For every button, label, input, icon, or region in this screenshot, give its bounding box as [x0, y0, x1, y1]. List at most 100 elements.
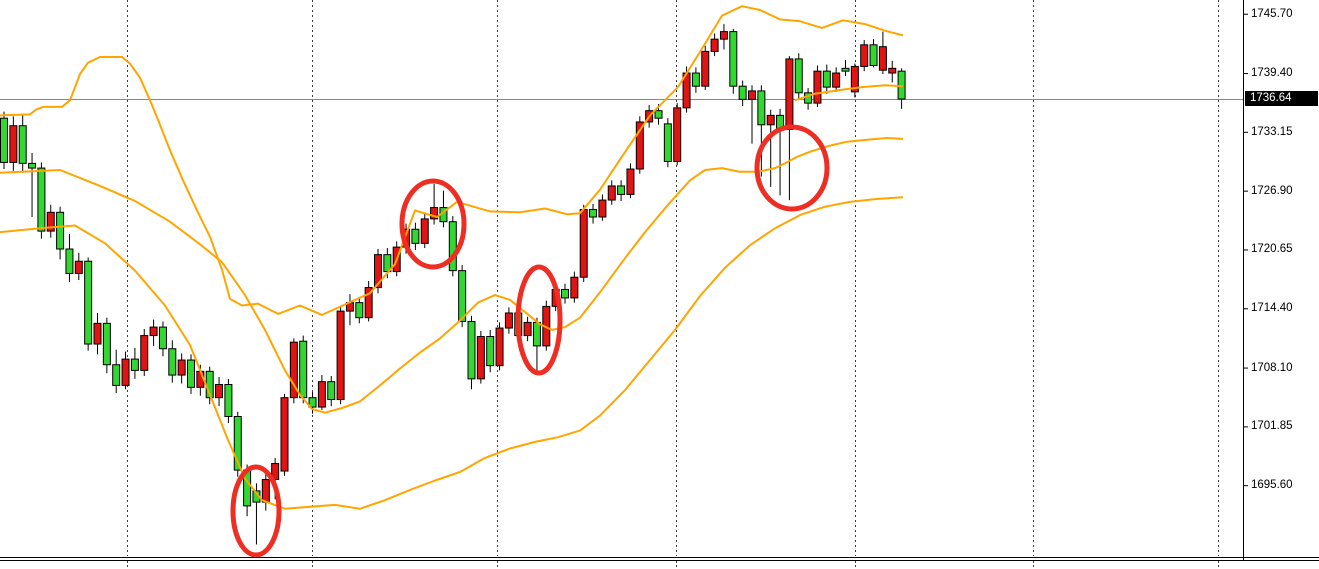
bear-candle: [561, 288, 569, 299]
bear-candle: [589, 208, 598, 218]
bear-candle: [187, 359, 195, 388]
bull-candle: [280, 397, 289, 472]
bull-candle: [364, 287, 373, 319]
bear-candle: [65, 248, 74, 274]
price-axis-label: 1745.70: [1251, 7, 1293, 20]
bollinger-middle-band: [0, 137, 904, 414]
candles-layer: [0, 24, 906, 545]
bollinger-upper-band: [0, 5, 904, 316]
price-axis-label: 1708.10: [1251, 361, 1293, 374]
bear-candle: [486, 336, 495, 367]
bear-candle: [56, 211, 65, 250]
bear-candle: [458, 270, 467, 322]
price-axis-label: 1714.40: [1251, 302, 1293, 315]
bull-candle: [336, 310, 345, 401]
bollinger-inner-upper-band: [794, 84, 904, 102]
bull-candle: [850, 65, 859, 93]
bear-candle: [654, 110, 663, 119]
bull-candle: [626, 168, 635, 195]
bear-candle: [18, 125, 27, 164]
bull-candle: [215, 383, 224, 399]
highlight-circle: [515, 264, 563, 376]
bear-candle: [729, 31, 738, 87]
bull-candle: [9, 125, 18, 163]
bear-candle: [467, 320, 476, 380]
highlight-circle: [754, 124, 830, 212]
bear-candle: [448, 221, 457, 272]
price-axis-label: 1720.65: [1251, 243, 1293, 256]
bull-candle: [888, 67, 897, 74]
bear-candle: [112, 364, 121, 386]
bull-candle: [719, 31, 728, 40]
price-axis-label: 1701.85: [1251, 420, 1293, 433]
bear-candle: [308, 397, 317, 408]
bear-candle: [663, 123, 672, 162]
bear-candle: [158, 326, 167, 350]
bull-candle: [140, 335, 149, 371]
bull-candle: [289, 341, 298, 399]
price-axis-label: 1733.15: [1251, 125, 1293, 138]
bull-candle: [878, 46, 887, 71]
bull-candle: [317, 381, 326, 408]
highlight-circle: [399, 178, 467, 270]
bull-candle: [149, 326, 158, 337]
bear-candle: [84, 260, 93, 345]
bull-candle: [261, 479, 270, 503]
price-axis-label: 1739.40: [1251, 67, 1293, 80]
bear-candle: [102, 322, 111, 366]
bull-candle: [495, 327, 504, 367]
bear-candle: [738, 85, 747, 100]
bull-candle: [74, 260, 83, 274]
bear-candle: [130, 358, 139, 371]
bear-candle: [0, 117, 8, 163]
bull-candle: [710, 38, 719, 52]
bull-candle: [813, 70, 822, 104]
bear-candle: [841, 67, 850, 72]
bull-candle: [420, 218, 429, 244]
bear-candle: [28, 162, 37, 169]
bear-candle: [794, 58, 803, 94]
bear-candle: [327, 381, 336, 401]
bear-candle: [822, 70, 831, 88]
bull-candle: [570, 276, 579, 299]
bull-candle: [177, 359, 186, 376]
annotation-circles: [230, 124, 830, 558]
highlight-circle: [230, 464, 282, 558]
bull-candle: [476, 336, 485, 380]
bear-candle: [37, 167, 46, 232]
bear-candle: [532, 321, 541, 347]
bull-candle: [832, 72, 841, 88]
bull-candle: [523, 321, 532, 337]
bull-candle: [860, 44, 869, 67]
price-axis-ticks: [1243, 13, 1248, 487]
bull-candle: [748, 90, 756, 100]
bear-candle: [168, 348, 177, 376]
bull-candle: [121, 358, 130, 386]
bear-candle: [691, 72, 700, 87]
current-price-tag: 1736.64: [1245, 91, 1318, 106]
bear-candle: [224, 383, 233, 417]
bull-candle: [374, 254, 382, 289]
bear-candle: [617, 185, 626, 195]
bull-candle: [785, 58, 794, 130]
bull-candle: [701, 50, 710, 87]
price-axis-label: 1695.60: [1251, 479, 1293, 492]
bear-candle: [869, 44, 878, 67]
bull-candle: [430, 207, 439, 220]
bull-candle: [607, 185, 616, 201]
bull-candle: [598, 199, 607, 218]
grid-layer: [127, 0, 1219, 567]
bear-candle: [233, 415, 242, 471]
bollinger-lower-band: [0, 196, 904, 510]
bear-candle: [757, 90, 766, 126]
price-axis-label: 1726.90: [1251, 184, 1293, 197]
bull-candle: [635, 121, 644, 170]
bull-candle: [579, 208, 588, 278]
bull-candle: [271, 463, 280, 481]
bull-candle: [46, 211, 55, 232]
bull-candle: [673, 107, 682, 162]
bull-candle: [504, 312, 513, 329]
